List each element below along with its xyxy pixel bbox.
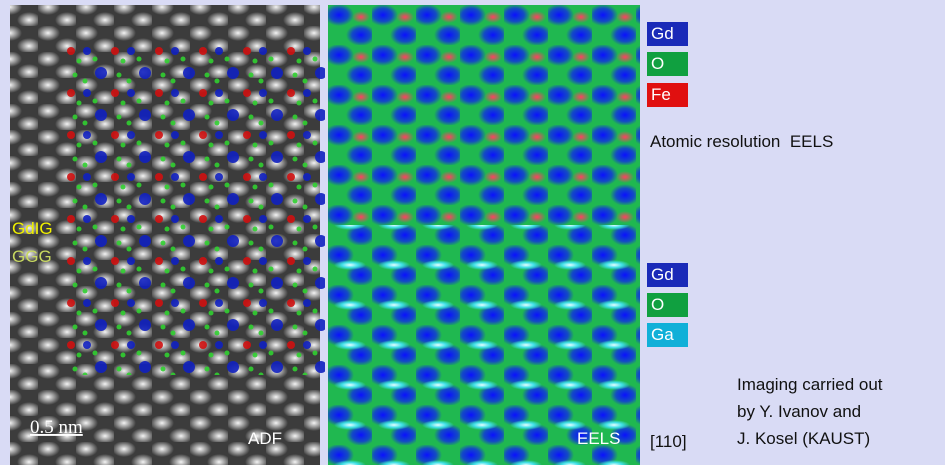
layer-label: GGG xyxy=(12,247,52,266)
legend-item: O xyxy=(647,293,688,317)
orientation: [110] xyxy=(650,432,687,452)
legend-item: Gd xyxy=(647,22,688,46)
panel-label: EELS xyxy=(577,429,620,448)
scale-bar: 0.5 nm xyxy=(30,417,83,438)
credit-line: by Y. Ivanov and xyxy=(737,402,861,422)
legend-item: Gd xyxy=(647,263,688,287)
figure: GdIG GGG 0.5 nm ADF EELS Gd O Fe Atomic … xyxy=(0,0,945,465)
fe-signal xyxy=(328,5,640,225)
credit-line: J. Kosel (KAUST) xyxy=(737,429,870,449)
credit-line: Imaging carried out xyxy=(737,375,883,395)
legend-item: O xyxy=(647,52,688,76)
legend-item: Ga xyxy=(647,323,688,347)
legend-item: Fe xyxy=(647,83,688,107)
panel-label: ADF xyxy=(248,429,282,448)
layer-label: GdIG xyxy=(12,219,53,238)
atom-overlay xyxy=(65,45,325,375)
caption: Atomic resolution EELS xyxy=(650,132,833,152)
panels: GdIG GGG 0.5 nm ADF EELS xyxy=(0,0,945,465)
